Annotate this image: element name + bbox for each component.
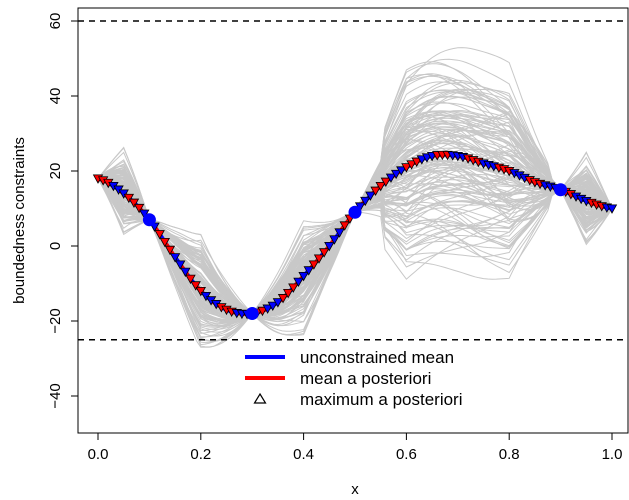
- map-marker: [257, 306, 268, 317]
- map-marker: [324, 242, 335, 252]
- map-marker: [360, 196, 371, 207]
- x-tick-label: 0.0: [88, 446, 109, 463]
- map-marker: [406, 160, 417, 170]
- x-tick-label: 0.4: [293, 446, 314, 463]
- sample-path: [97, 74, 613, 315]
- observation-point: [142, 213, 156, 227]
- map-marker: [380, 177, 392, 187]
- map-marker: [308, 260, 320, 270]
- observation-point: [348, 205, 362, 219]
- y-axis: −40 −20 0 20 40 60: [47, 13, 78, 409]
- map-marker: [277, 294, 289, 304]
- observation-points: [142, 183, 568, 320]
- map-marker: [128, 198, 140, 208]
- map-marker: [175, 260, 186, 270]
- y-tick-label: −20: [47, 308, 64, 333]
- map-marker: [313, 254, 325, 264]
- map-marker: [396, 166, 407, 176]
- map-marker: [123, 193, 135, 204]
- markers: [92, 150, 618, 320]
- map-marker: [606, 204, 618, 214]
- map-marker: [303, 266, 314, 276]
- legend-triangle-swatch: [253, 392, 267, 404]
- map-marker: [318, 248, 330, 258]
- map-marker: [370, 186, 381, 196]
- bound-lines: [78, 20, 628, 341]
- x-tick-label: 1.0: [602, 446, 623, 463]
- x-axis-title: x: [351, 481, 359, 498]
- map-marker: [375, 182, 386, 192]
- map-marker: [339, 221, 350, 231]
- x-axis: 0.0 0.2 0.4 0.6 0.8 1.0: [88, 432, 623, 463]
- map-marker: [262, 304, 273, 314]
- map-marker: [401, 163, 412, 173]
- map-marker: [365, 191, 376, 201]
- map-marker: [288, 283, 299, 293]
- map-marker: [169, 253, 181, 263]
- observation-point: [245, 307, 259, 320]
- y-tick-label: 0: [47, 242, 64, 250]
- map-marker: [329, 235, 340, 245]
- map-marker: [390, 169, 402, 180]
- sample-path: [97, 74, 613, 315]
- map-marker: [334, 228, 345, 238]
- map-marker: [154, 230, 165, 240]
- map-marker: [385, 173, 397, 183]
- map-marker: [298, 272, 309, 282]
- map-marker: [293, 277, 304, 288]
- y-axis-title: boundedness constraints: [11, 137, 28, 304]
- map-marker: [164, 245, 176, 256]
- map-marker: [416, 155, 427, 165]
- map-marker: [159, 237, 170, 248]
- map-marker: [133, 203, 145, 214]
- legend: unconstrained mean mean a posteriori maxim…: [232, 343, 522, 415]
- y-tick-label: 60: [47, 13, 64, 30]
- y-tick-label: 20: [47, 163, 64, 180]
- map-marker: [180, 267, 191, 278]
- y-tick-label: −40: [47, 383, 64, 408]
- map-marker: [283, 289, 294, 299]
- map-marker: [272, 298, 284, 308]
- legend-label: unconstrained mean: [300, 348, 454, 367]
- sample-paths: [97, 47, 613, 348]
- y-tick-label: 40: [47, 88, 64, 105]
- x-tick-label: 0.2: [190, 446, 211, 463]
- observation-point: [554, 183, 568, 197]
- map-marker: [411, 157, 422, 167]
- map-marker: [190, 281, 201, 291]
- map-marker: [195, 287, 206, 297]
- legend-label: mean a posteriori: [300, 369, 431, 388]
- legend-label: maximum a posteriori: [300, 390, 463, 409]
- map-marker: [267, 301, 278, 312]
- map-marker: [185, 274, 196, 285]
- x-tick-label: 0.6: [396, 446, 417, 463]
- x-tick-label: 0.8: [499, 446, 520, 463]
